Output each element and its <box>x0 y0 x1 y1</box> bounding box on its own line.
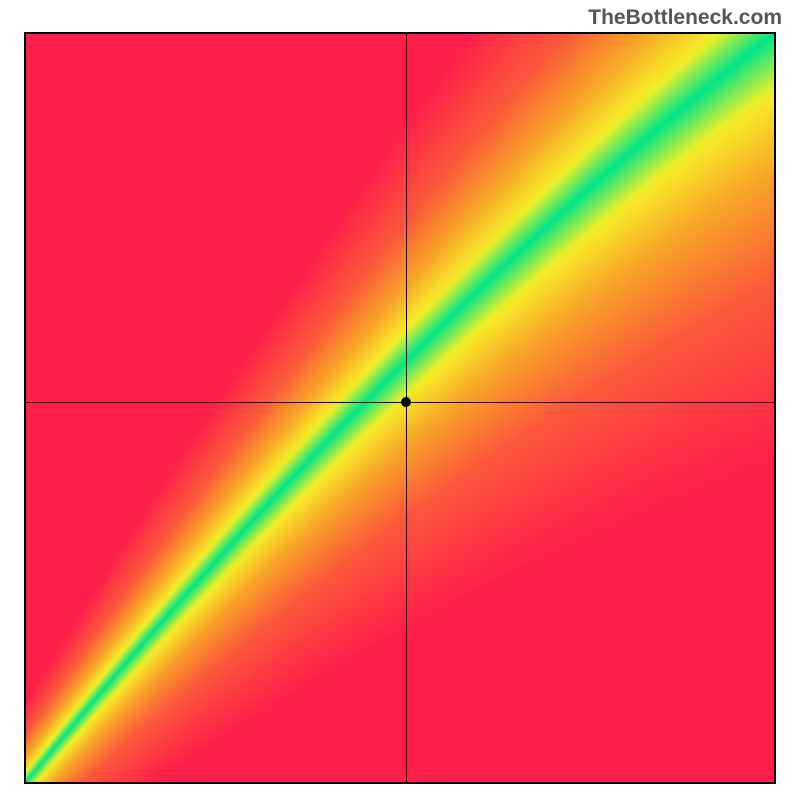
crosshair-marker <box>401 397 411 407</box>
watermark-text: TheBottleneck.com <box>588 6 782 30</box>
heatmap-plot <box>24 32 776 784</box>
crosshair-vertical <box>406 34 407 782</box>
heatmap-canvas <box>26 34 774 782</box>
